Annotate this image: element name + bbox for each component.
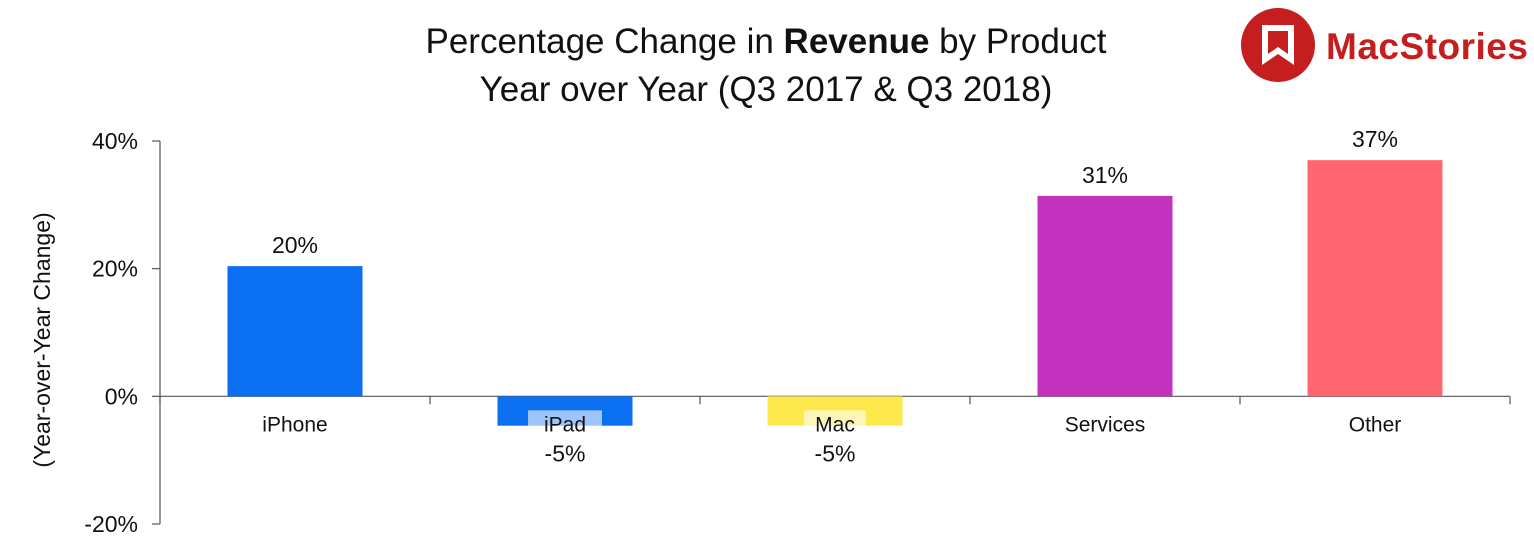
bar-iphone: [227, 266, 363, 397]
axes: -20% 0% 20% 40%: [84, 128, 1511, 537]
value-label: -5%: [545, 440, 586, 466]
bar-services: [1037, 195, 1173, 397]
logo-text: MacStories: [1326, 26, 1528, 67]
bars: [227, 160, 1443, 426]
category-label: Services: [1065, 413, 1146, 436]
labels: iPhone 20% iPad -5% Mac -5% Services 31% Other 37…: [262, 126, 1401, 466]
macstories-logo: MacStories: [1241, 8, 1528, 82]
chart-title-line-2: Year over Year (Q3 2017 & Q3 2018): [480, 70, 1053, 109]
y-tick-label: 20%: [92, 256, 138, 282]
y-tick-label: 0%: [105, 383, 138, 409]
chart-title-line-1: Percentage Change in Revenue by Product: [426, 22, 1107, 61]
y-axis-label: (Year-over-Year Change): [29, 212, 55, 467]
category-label-bg: [804, 410, 866, 433]
category-label-bg: [528, 410, 602, 433]
category-label: Mac: [815, 413, 855, 436]
category-label: Other: [1349, 413, 1402, 436]
y-tick-label: 40%: [92, 128, 138, 154]
y-tick-label: -20%: [84, 511, 138, 537]
value-label: 31%: [1082, 162, 1128, 188]
value-label: 20%: [272, 232, 318, 258]
category-label: iPhone: [262, 413, 327, 436]
value-label: 37%: [1352, 126, 1398, 152]
bar-other: [1307, 160, 1443, 397]
value-label: -5%: [815, 440, 856, 466]
category-label: iPad: [544, 413, 586, 436]
